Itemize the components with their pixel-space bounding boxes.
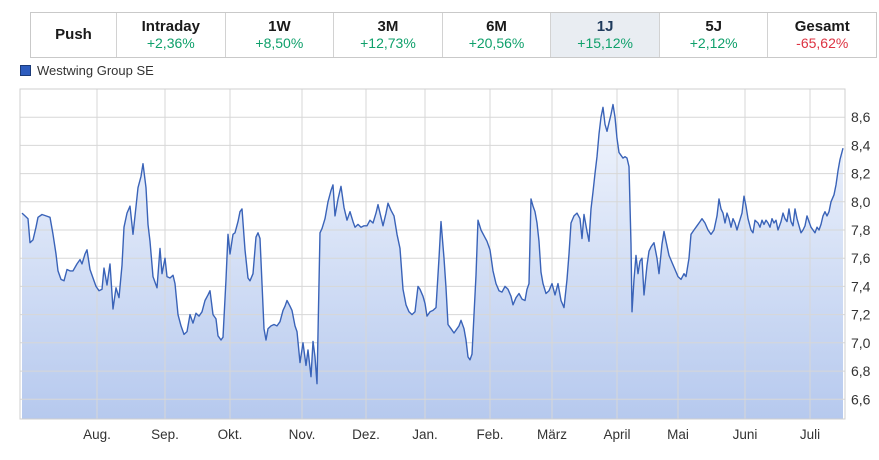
y-axis-label: 7,6 <box>851 250 871 266</box>
tab-label: 6M <box>486 18 507 36</box>
x-axis-label: Nov. <box>289 427 316 442</box>
tab-gesamt[interactable]: Gesamt -65,62% <box>768 13 876 57</box>
tab-label: Intraday <box>141 18 200 36</box>
tab-change-value: +2,12% <box>689 35 738 52</box>
x-axis-label: Aug. <box>83 427 111 442</box>
tab-label: Gesamt <box>794 18 850 36</box>
y-axis-label: 8,2 <box>851 166 871 182</box>
x-axis-label: Juli <box>800 427 820 442</box>
y-axis-label: 7,2 <box>851 307 871 323</box>
chart-legend: Westwing Group SE <box>20 62 879 78</box>
y-axis-label: 6,6 <box>851 391 871 407</box>
price-line <box>21 103 844 385</box>
tab-5j[interactable]: 5J +2,12% <box>660 13 769 57</box>
tab-label: 1J <box>596 18 614 36</box>
x-axis-label: Sep. <box>151 427 179 442</box>
plot-border <box>19 88 846 420</box>
tab-label: Push <box>55 26 92 44</box>
x-axis-label: Dez. <box>352 427 380 442</box>
tab-change-value: +12,73% <box>360 35 416 52</box>
tab-3m[interactable]: 3M +12,73% <box>334 13 443 57</box>
y-axis-label: 8,4 <box>851 137 871 153</box>
tab-change-value: +2,36% <box>146 35 195 52</box>
tab-push[interactable]: Push <box>31 13 117 57</box>
tab-1w[interactable]: 1W +8,50% <box>226 13 335 57</box>
x-axis-label: April <box>603 427 630 442</box>
legend-swatch-icon <box>20 64 31 76</box>
price-chart-canvas: 8,6 8,4 8,2 8,0 7,8 7,6 7,4 7,2 7,0 6,8 6,6 Aug. Sep… <box>19 88 871 442</box>
y-axis-label: 8,0 <box>851 194 871 210</box>
tab-change-value: +20,56% <box>468 35 525 52</box>
y-axis-label: 7,0 <box>851 335 871 351</box>
y-axis-label: 7,4 <box>851 278 871 294</box>
y-axis-label: 6,8 <box>851 363 871 379</box>
x-axis-label: Jan. <box>412 427 438 442</box>
tab-6m[interactable]: 6M +20,56% <box>443 13 552 57</box>
period-tabbar: Push Intraday +2,36% 1W +8,50% 3M +12,73% 6M +20… <box>30 12 877 58</box>
legend-label: Westwing Group SE <box>37 62 154 78</box>
tab-change-value: +8,50% <box>255 35 304 52</box>
stock-chart-widget: Push Intraday +2,36% 1W +8,50% 3M +12,73% 6M +20… <box>0 12 879 460</box>
y-axis-label: 7,8 <box>851 222 871 238</box>
tab-label: 3M <box>377 18 399 36</box>
tab-change-value: +15,12% <box>577 35 633 52</box>
x-axis-label: Feb. <box>476 427 503 442</box>
x-axis-label: Okt. <box>218 427 243 442</box>
tab-1j[interactable]: 1J +15,12% <box>551 13 660 57</box>
x-axis-label: Mai <box>667 427 689 442</box>
tab-change-value: -65,62% <box>796 35 849 52</box>
tab-label: 5J <box>705 18 723 36</box>
y-axis-label: 8,6 <box>851 109 871 125</box>
tab-label: 1W <box>268 18 291 36</box>
price-chart: 8,6 8,4 8,2 8,0 7,8 7,6 7,4 7,2 7,0 6,8 6,6 Aug. Sep… <box>0 88 879 460</box>
price-area-fill <box>22 104 843 419</box>
tab-intraday[interactable]: Intraday +2,36% <box>117 13 226 57</box>
x-axis-label: März <box>537 427 567 442</box>
x-axis-label: Juni <box>733 427 758 442</box>
